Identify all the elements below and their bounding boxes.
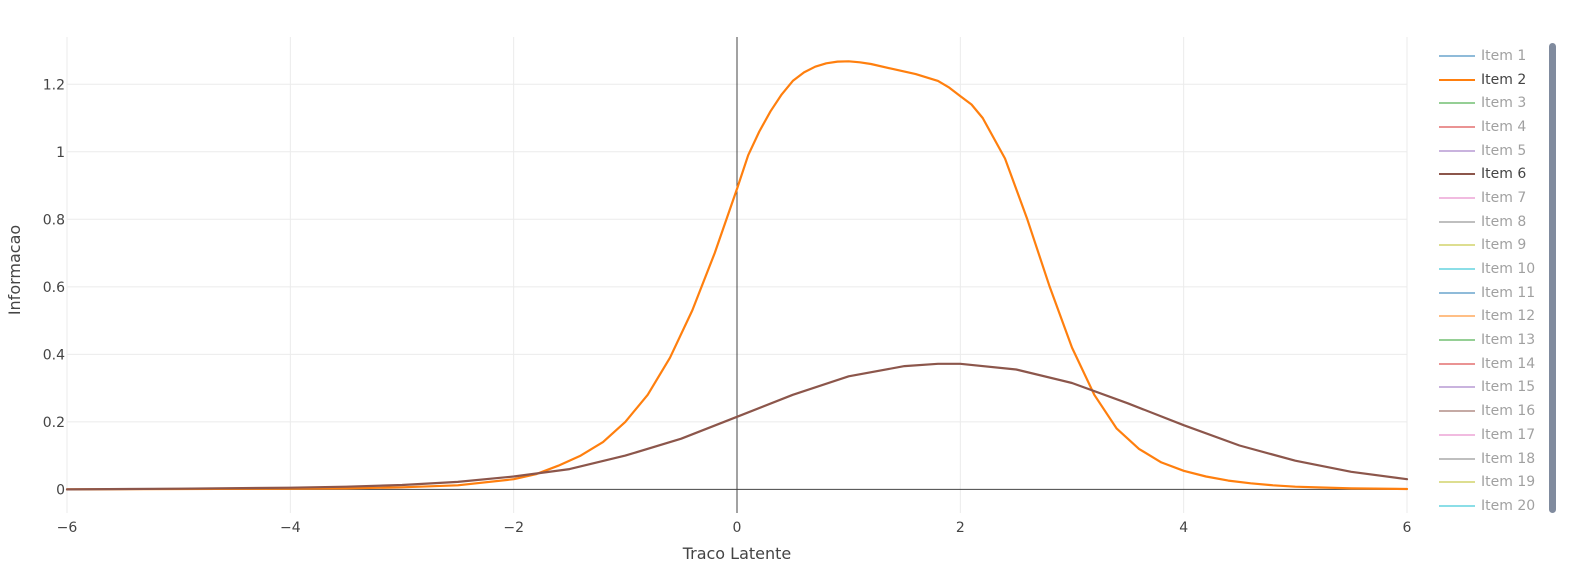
legend-swatch [1439,457,1475,460]
y-tick-label: 0.4 [43,347,65,363]
legend-item-item-17[interactable]: Item 17 [1432,423,1550,447]
legend-label: Item 4 [1481,118,1527,135]
legend-label: Item 8 [1481,213,1527,230]
legend-swatch [1439,339,1475,342]
legend-label: Item 15 [1481,379,1536,396]
legend-label: Item 3 [1481,95,1527,112]
x-tick-label: −2 [503,520,524,536]
series-lines [65,60,1409,491]
legend-item-item-13[interactable]: Item 13 [1432,328,1550,352]
legend-item-item-12[interactable]: Item 12 [1432,305,1550,329]
legend-swatch [1439,173,1475,176]
legend-swatch [1439,386,1475,389]
legend-item-item-15[interactable]: Item 15 [1432,376,1550,400]
legend-swatch [1439,102,1475,105]
x-tick-label: −4 [280,520,301,536]
legend-item-item-1[interactable]: Item 1 [1432,44,1550,68]
legend-label: Item 7 [1481,189,1527,206]
y-tick-label: 1 [56,145,65,161]
axes [67,37,1407,513]
legend-scrollbar[interactable] [1549,43,1556,513]
legend-item-item-18[interactable]: Item 18 [1432,447,1550,471]
y-tick-label: 0.6 [43,280,65,296]
series-line-item-2 [65,60,1409,491]
legend-swatch [1439,149,1475,152]
x-tick-label: 6 [1403,520,1412,536]
legend-item-item-20[interactable]: Item 20 [1432,494,1550,518]
legend: Item 1 Item 2 Item 3 Item 4 Item 5 Item 6 Item… [1432,44,1550,518]
x-tick-label: −6 [57,520,78,536]
legend-label: Item 13 [1481,332,1536,349]
legend-label: Item 6 [1481,166,1527,183]
legend-swatch [1439,54,1475,57]
legend-label: Item 10 [1481,261,1536,278]
x-tick-label: 2 [956,520,965,536]
legend-label: Item 14 [1481,355,1536,372]
x-tick-label: 4 [1179,520,1188,536]
legend-item-item-19[interactable]: Item 19 [1432,470,1550,494]
x-tick-label: 0 [733,520,742,536]
y-tick-label: 1.2 [43,77,65,93]
legend-swatch [1439,244,1475,247]
legend-item-item-10[interactable]: Item 10 [1432,257,1550,281]
y-tick-label: 0.8 [43,212,65,228]
legend-item-item-4[interactable]: Item 4 [1432,115,1550,139]
legend-item-item-5[interactable]: Item 5 [1432,139,1550,163]
legend-label: Item 17 [1481,426,1536,443]
legend-swatch [1439,196,1475,199]
legend-item-item-7[interactable]: Item 7 [1432,186,1550,210]
y-tick-label: 0 [56,482,65,498]
legend-swatch [1439,268,1475,271]
legend-label: Item 18 [1481,450,1536,467]
legend-label: Item 16 [1481,403,1536,420]
legend-swatch [1439,410,1475,413]
series-line-item-6 [65,362,1409,491]
legend-label: Item 20 [1481,497,1536,514]
legend-swatch [1439,220,1475,223]
legend-item-item-14[interactable]: Item 14 [1432,352,1550,376]
legend-label: Item 12 [1481,308,1536,325]
legend-label: Item 2 [1481,71,1527,88]
legend-label: Item 11 [1481,284,1536,301]
y-axis-title: Informacao [5,225,24,315]
legend-item-item-3[interactable]: Item 3 [1432,91,1550,115]
legend-item-item-9[interactable]: Item 9 [1432,234,1550,258]
legend-item-item-6[interactable]: Item 6 [1432,162,1550,186]
y-tick-label: 0.2 [43,415,65,431]
legend-item-item-16[interactable]: Item 16 [1432,399,1550,423]
legend-swatch [1439,433,1475,436]
legend-swatch [1439,125,1475,128]
legend-item-item-8[interactable]: Item 8 [1432,210,1550,234]
legend-item-item-2[interactable]: Item 2 [1432,68,1550,92]
legend-swatch [1439,291,1475,294]
tick-labels: −6 −4 −2 0 2 4 6 0 0.2 0.4 0.6 0.8 1 1.2 [43,77,1412,536]
legend-swatch [1439,481,1475,484]
legend-label: Item 5 [1481,142,1527,159]
x-axis-title: Traco Latente [682,544,792,563]
legend-swatch [1439,78,1475,81]
legend-label: Item 19 [1481,474,1536,491]
legend-label: Item 1 [1481,47,1527,64]
legend-label: Item 9 [1481,237,1527,254]
legend-item-item-11[interactable]: Item 11 [1432,281,1550,305]
legend-swatch [1439,362,1475,365]
legend-swatch [1439,315,1475,318]
legend-swatch [1439,504,1475,507]
